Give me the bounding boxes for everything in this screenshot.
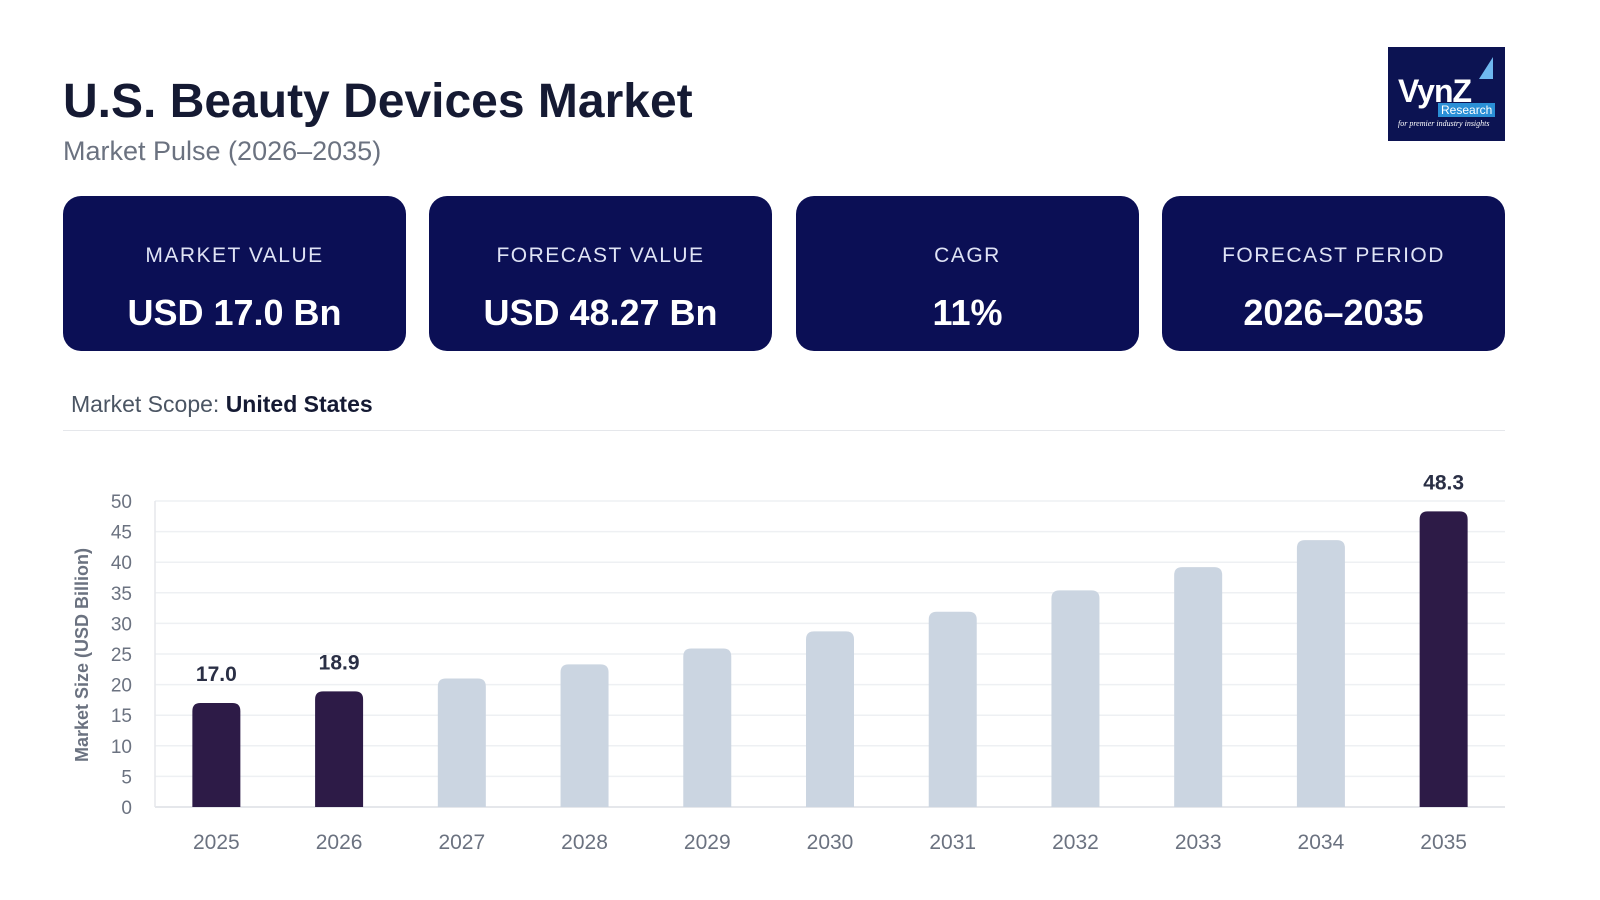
page-title: U.S. Beauty Devices Market xyxy=(63,75,693,128)
x-tick-label: 2034 xyxy=(1298,831,1345,854)
scope-value: United States xyxy=(225,391,373,417)
bar-2035 xyxy=(1419,511,1468,807)
bar-2031 xyxy=(928,611,977,807)
y-tick-label: 20 xyxy=(111,676,132,697)
y-tick-label: 15 xyxy=(111,706,132,727)
y-tick-label: 0 xyxy=(121,798,132,819)
card-label: FORECAST VALUE xyxy=(496,244,705,267)
data-label: 17.0 xyxy=(196,663,237,686)
card-cagr: CAGR 11% xyxy=(796,196,1139,351)
card-value: 11% xyxy=(932,292,1003,333)
card-value: USD 48.27 Bn xyxy=(483,292,718,333)
page-subtitle: Market Pulse (2026–2035) xyxy=(63,136,382,166)
card-label: MARKET VALUE xyxy=(145,244,324,267)
card-label: FORECAST PERIOD xyxy=(1222,244,1445,267)
x-tick-label: 2032 xyxy=(1052,831,1099,854)
bar-2028 xyxy=(560,664,609,807)
x-tick-label: 2029 xyxy=(684,831,731,854)
card-market-value: MARKET VALUE USD 17.0 Bn xyxy=(63,196,406,351)
x-tick-label: 2027 xyxy=(438,831,485,854)
bar-2030 xyxy=(806,631,854,807)
card-forecast-period: FORECAST PERIOD 2026–2035 xyxy=(1162,196,1505,351)
x-tick-label: 2031 xyxy=(929,831,976,854)
card-value: 2026–2035 xyxy=(1243,292,1424,333)
y-axis-label: Market Size (USD Billion) xyxy=(72,548,92,762)
scope-label: Market Scope: xyxy=(71,391,220,417)
divider xyxy=(63,430,1505,431)
y-tick-label: 25 xyxy=(111,645,132,666)
y-tick-label: 35 xyxy=(111,584,132,605)
bar-2027 xyxy=(437,678,486,807)
bar-2025 xyxy=(192,702,241,807)
y-tick-label: 40 xyxy=(111,553,132,574)
logo-mark-icon xyxy=(1479,57,1493,79)
x-tick-label: 2033 xyxy=(1175,831,1222,854)
x-tick-label: 2030 xyxy=(807,831,854,854)
vynz-logo: VynZ Research for premier industry insight… xyxy=(1388,47,1505,141)
y-tick-label: 30 xyxy=(111,614,132,635)
market-scope: Market Scope: United States xyxy=(71,391,373,418)
bar-2032 xyxy=(1051,590,1100,807)
y-tick-label: 5 xyxy=(121,767,132,788)
card-value: USD 17.0 Bn xyxy=(127,292,342,333)
card-label: CAGR xyxy=(934,244,1001,267)
x-tick-label: 2035 xyxy=(1420,831,1467,854)
data-label: 18.9 xyxy=(319,651,360,674)
bar-2026 xyxy=(315,691,364,807)
x-tick-label: 2028 xyxy=(561,831,608,854)
y-tick-label: 45 xyxy=(111,523,132,544)
y-tick-label: 10 xyxy=(111,737,132,758)
y-tick-label: 50 xyxy=(111,492,132,513)
card-forecast-value: FORECAST VALUE USD 48.27 Bn xyxy=(429,196,772,351)
bar-2033 xyxy=(1174,567,1223,807)
data-label: 48.3 xyxy=(1423,471,1464,494)
bar-2029 xyxy=(683,648,732,807)
bar-2034 xyxy=(1296,540,1345,807)
x-tick-label: 2025 xyxy=(193,831,240,854)
x-tick-label: 2026 xyxy=(316,831,363,854)
